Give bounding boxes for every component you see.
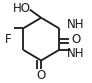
- Text: F: F: [5, 33, 12, 46]
- Text: HO: HO: [13, 2, 31, 15]
- Text: O: O: [37, 69, 46, 82]
- Text: O: O: [72, 33, 81, 46]
- Text: NH: NH: [67, 18, 84, 31]
- Text: NH: NH: [67, 47, 84, 60]
